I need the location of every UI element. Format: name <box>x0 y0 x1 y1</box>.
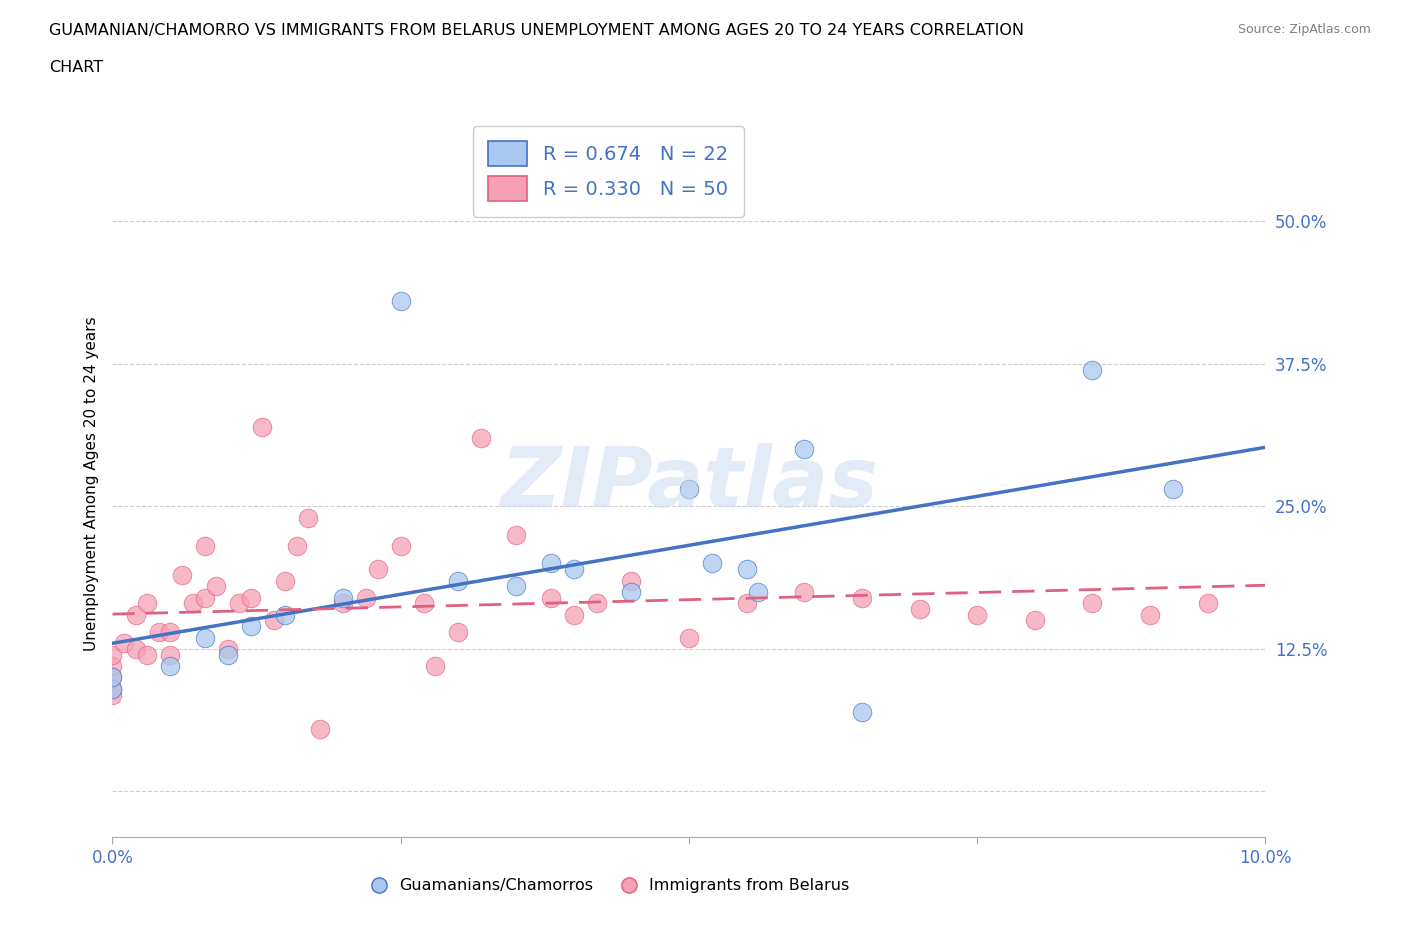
Point <box>332 596 354 611</box>
Point <box>274 573 297 588</box>
Point <box>620 584 643 599</box>
Point <box>194 630 217 644</box>
Point <box>851 591 873 605</box>
Point <box>252 419 274 434</box>
Point <box>585 596 607 611</box>
Point <box>101 670 124 684</box>
Point <box>194 538 217 553</box>
Point <box>1139 607 1161 622</box>
Point <box>620 573 643 588</box>
Point <box>966 607 988 622</box>
Point <box>412 596 434 611</box>
Point <box>239 618 262 633</box>
Point <box>217 647 239 662</box>
Point <box>425 658 447 673</box>
Point <box>540 556 562 571</box>
Point <box>112 636 135 651</box>
Point <box>700 556 723 571</box>
Point <box>562 607 585 622</box>
Point <box>735 596 758 611</box>
Point <box>908 602 931 617</box>
Point <box>793 442 815 457</box>
Point <box>505 578 527 593</box>
Point <box>1024 613 1046 628</box>
Point <box>1081 362 1104 377</box>
Point <box>101 670 124 684</box>
Point <box>470 431 492 445</box>
Point <box>274 607 297 622</box>
Point <box>101 682 124 697</box>
Point <box>148 624 170 639</box>
Point <box>1161 482 1184 497</box>
Point <box>194 591 217 605</box>
Point <box>505 527 527 542</box>
Text: ZIPatlas: ZIPatlas <box>501 443 877 525</box>
Point <box>354 591 377 605</box>
Point <box>159 647 181 662</box>
Legend: Guamanians/Chamorros, Immigrants from Belarus: Guamanians/Chamorros, Immigrants from Be… <box>361 872 856 899</box>
Point <box>170 567 193 582</box>
Point <box>562 562 585 577</box>
Point <box>309 722 332 737</box>
Point <box>389 294 412 309</box>
Point <box>263 613 285 628</box>
Point <box>136 647 159 662</box>
Text: GUAMANIAN/CHAMORRO VS IMMIGRANTS FROM BELARUS UNEMPLOYMENT AMONG AGES 20 TO 24 Y: GUAMANIAN/CHAMORRO VS IMMIGRANTS FROM BE… <box>49 23 1024 38</box>
Point <box>678 482 700 497</box>
Point <box>124 642 146 657</box>
Point <box>136 596 159 611</box>
Point <box>678 630 700 644</box>
Point <box>101 682 124 697</box>
Point <box>1197 596 1219 611</box>
Point <box>297 511 319 525</box>
Point <box>1081 596 1104 611</box>
Text: Source: ZipAtlas.com: Source: ZipAtlas.com <box>1237 23 1371 36</box>
Point <box>217 642 239 657</box>
Y-axis label: Unemployment Among Ages 20 to 24 years: Unemployment Among Ages 20 to 24 years <box>83 316 98 651</box>
Point <box>447 573 470 588</box>
Point <box>735 562 758 577</box>
Point <box>793 584 815 599</box>
Point <box>851 704 873 719</box>
Point <box>124 607 146 622</box>
Point <box>101 658 124 673</box>
Point <box>389 538 412 553</box>
Point <box>101 687 124 702</box>
Point <box>367 562 389 577</box>
Point <box>205 578 228 593</box>
Point <box>332 591 354 605</box>
Point <box>285 538 308 553</box>
Point <box>747 584 769 599</box>
Point <box>228 596 250 611</box>
Point <box>540 591 562 605</box>
Point <box>447 624 470 639</box>
Point <box>159 658 181 673</box>
Point <box>101 647 124 662</box>
Text: CHART: CHART <box>49 60 103 75</box>
Point <box>181 596 204 611</box>
Point <box>159 624 181 639</box>
Point <box>239 591 262 605</box>
